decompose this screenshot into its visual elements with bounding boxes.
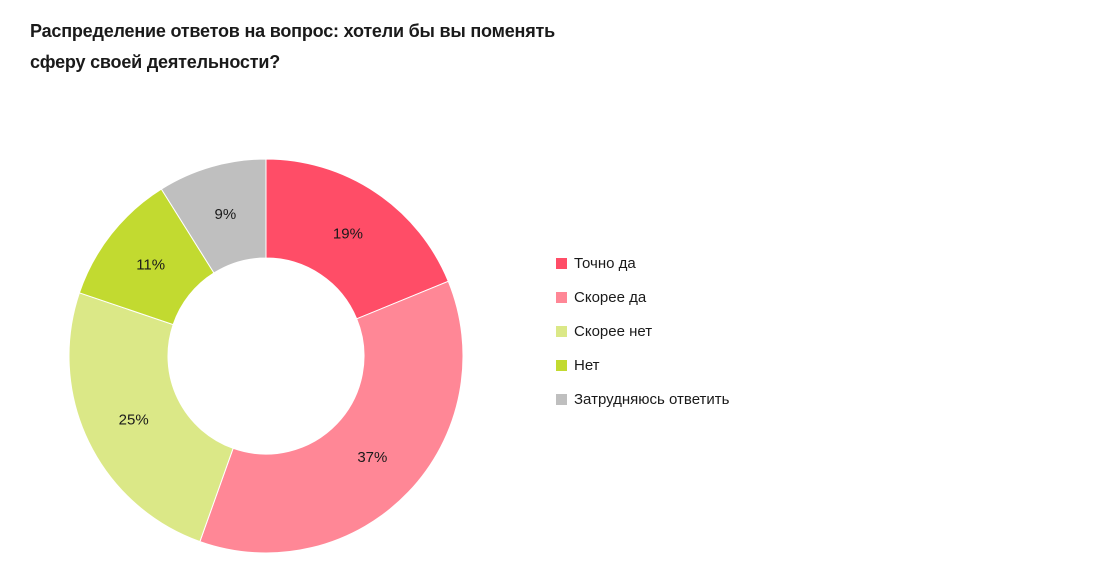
donut-slices: [68, 158, 464, 554]
chart-title-line-1: Распределение ответов на вопрос: хотели …: [30, 21, 555, 41]
legend-item-3: Скорее нет: [556, 314, 729, 348]
legend-swatch-3: [556, 325, 567, 337]
donut-slice-3: [68, 292, 234, 543]
legend-label-4: Нет: [574, 356, 600, 374]
chart-title-line-2: сферу своей деятельности?: [30, 52, 280, 72]
legend-swatch-1: [556, 257, 567, 269]
legend-item-1: Точно да: [556, 246, 729, 280]
legend-item-2: Скорее да: [556, 280, 729, 314]
legend-label-3: Скорее нет: [574, 322, 653, 340]
donut-slice-1: [265, 158, 449, 320]
legend-label-1: Точно да: [574, 254, 636, 272]
legend-swatch-2: [556, 291, 567, 303]
donut-slice-labels: 19% 37% 25% 11% 9%: [119, 206, 388, 466]
slice-value-label-3: 25%: [119, 412, 149, 429]
slice-value-label-5: 9%: [215, 206, 237, 223]
donut-slice-2: [199, 280, 464, 554]
chart-legend: Точно да Скорее да Скорее нет Нет Затрудняюс…: [556, 246, 729, 416]
chart-title: Распределение ответов на вопрос: хотели …: [30, 16, 630, 78]
legend-swatch-4: [556, 359, 567, 371]
legend-item-4: Нет: [556, 348, 729, 382]
legend-label-2: Скорее да: [574, 288, 647, 306]
donut-slice-5: [160, 158, 267, 274]
slice-value-label-2: 37%: [357, 449, 387, 466]
legend-item-5: Затрудняюсь ответить: [556, 382, 729, 416]
legend-label-5: Затрудняюсь ответить: [574, 390, 730, 408]
legend-swatch-5: [556, 393, 567, 405]
slice-value-label-4: 11%: [136, 256, 165, 273]
slice-value-label-1: 19%: [333, 225, 363, 242]
